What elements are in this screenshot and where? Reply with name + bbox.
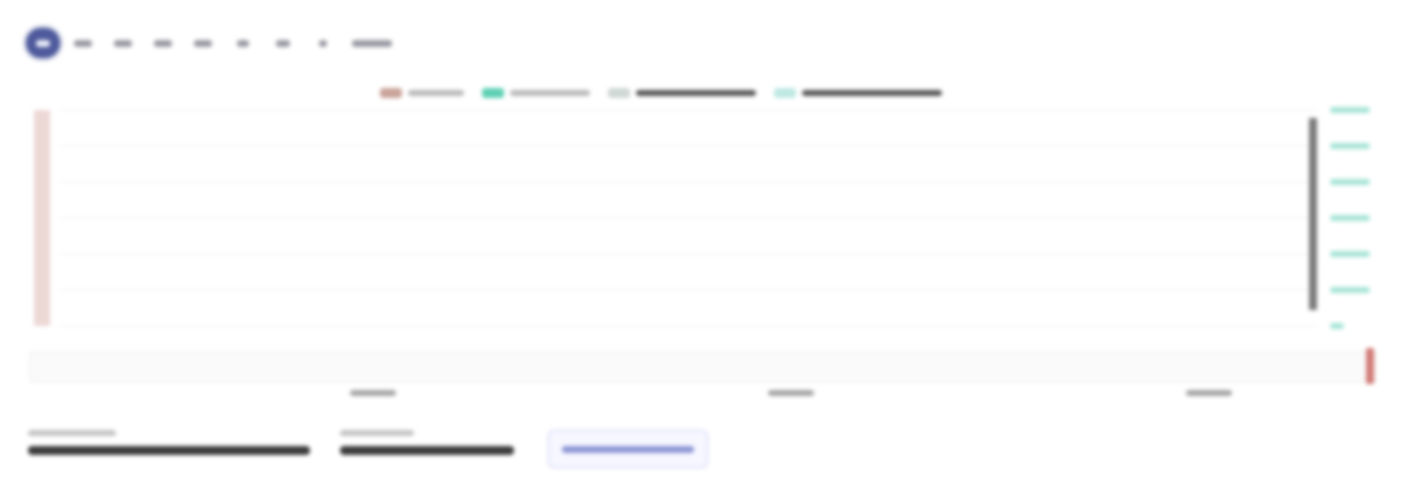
info-field-1-label <box>28 430 116 436</box>
current-value-marker <box>1309 118 1317 310</box>
range-button-1[interactable] <box>26 28 60 58</box>
range-button-7[interactable] <box>266 28 300 58</box>
legend-item-3[interactable] <box>608 88 756 98</box>
navigator-handle[interactable] <box>1366 348 1374 384</box>
range-button-6[interactable] <box>226 28 260 58</box>
left-axis-labels <box>34 110 50 326</box>
details-link-button[interactable] <box>548 430 708 468</box>
range-button-label <box>237 39 249 47</box>
range-button-label <box>194 39 212 47</box>
y2-tick-label <box>1330 107 1370 113</box>
info-field-2 <box>340 430 514 455</box>
legend-item-1[interactable] <box>380 88 464 98</box>
y2-tick-label <box>1330 287 1370 293</box>
y2-tick-label <box>1330 143 1370 149</box>
legend-swatch <box>380 88 402 98</box>
details-link-label <box>562 445 694 453</box>
legend-swatch <box>774 88 796 98</box>
range-selector <box>26 28 398 58</box>
legend-label <box>636 90 756 96</box>
legend-swatch <box>482 88 504 98</box>
legend-item-4[interactable] <box>774 88 942 98</box>
range-button-label <box>319 39 327 47</box>
range-button-label <box>276 39 290 47</box>
y2-tick-label <box>1330 179 1370 185</box>
x-tick-label-2 <box>768 390 814 396</box>
y2-tick-label <box>1330 251 1370 257</box>
x-tick-label-3 <box>1186 390 1232 396</box>
range-button-label <box>74 39 92 47</box>
navigator-track[interactable] <box>29 351 1377 383</box>
info-field-2-value <box>340 446 514 455</box>
legend-label <box>408 90 464 96</box>
range-button-label <box>154 39 172 47</box>
range-button-5[interactable] <box>186 28 220 58</box>
range-button-2[interactable] <box>66 28 100 58</box>
x-tick-label-1 <box>350 390 396 396</box>
y2-tick-label <box>1330 323 1344 329</box>
legend-item-2[interactable] <box>482 88 590 98</box>
range-button-3[interactable] <box>106 28 140 58</box>
legend-label <box>802 90 942 96</box>
range-button-label <box>352 39 392 47</box>
range-button-9[interactable] <box>346 28 398 58</box>
info-field-1-value <box>28 446 310 455</box>
info-field-2-label <box>340 430 414 436</box>
range-button-8[interactable] <box>306 28 340 58</box>
legend-swatch <box>608 88 630 98</box>
range-button-label <box>36 39 50 47</box>
y2-tick-label <box>1330 215 1370 221</box>
chart-legend <box>380 88 942 98</box>
info-field-1 <box>28 430 310 455</box>
legend-label <box>510 90 590 96</box>
range-button-4[interactable] <box>146 28 180 58</box>
range-button-label <box>114 39 132 47</box>
